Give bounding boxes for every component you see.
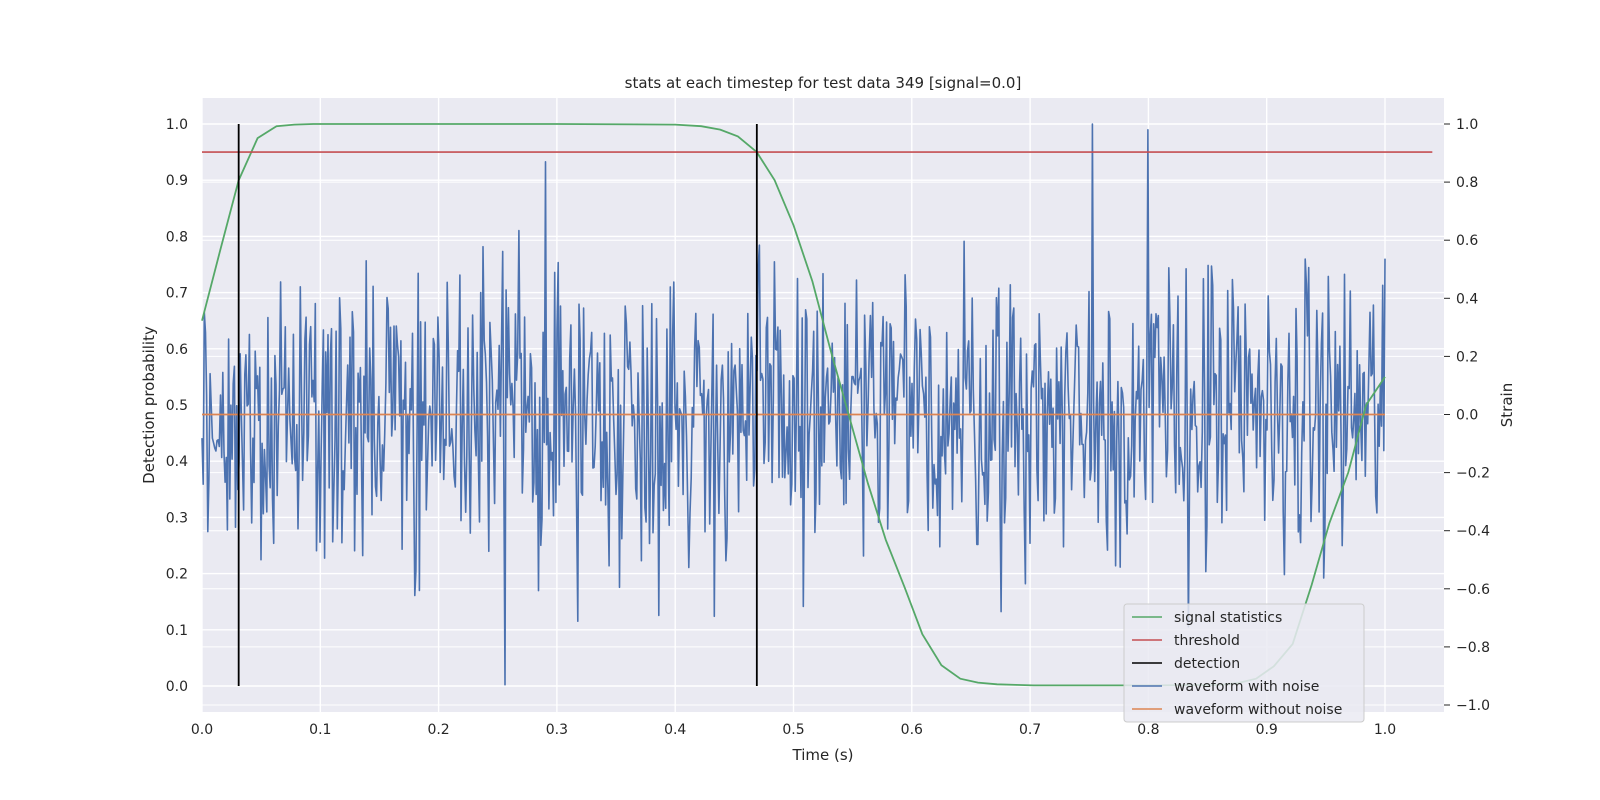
x-tick-label: 1.0 <box>1374 722 1396 738</box>
y2-tick-label: 0.2 <box>1456 349 1478 365</box>
legend-label-waveform-with-noise: waveform with noise <box>1174 679 1319 695</box>
y2-tick-label: −0.8 <box>1456 640 1490 656</box>
x-tick-label: 0.9 <box>1256 722 1278 738</box>
y2-tick-label: 1.0 <box>1456 117 1478 133</box>
y-axis-label: Detection probability <box>140 326 158 484</box>
y2-tick-label: −1.0 <box>1456 698 1490 714</box>
y-tick-label: 0.7 <box>166 286 188 302</box>
y2-tick-label: −0.4 <box>1456 524 1490 540</box>
legend-label-signal-statistics: signal statistics <box>1174 610 1282 626</box>
y2-tick-label: −0.2 <box>1456 466 1490 482</box>
x-tick-label: 0.5 <box>782 722 804 738</box>
y-tick-label: 0.4 <box>166 454 188 470</box>
legend-label-waveform-without-noise: waveform without noise <box>1174 702 1342 718</box>
y-tick-label: 0.2 <box>166 567 188 583</box>
series-waveform-with-noise <box>201 123 1386 686</box>
y-tick-label: 0.1 <box>166 623 188 639</box>
x-tick-label: 0.8 <box>1137 722 1159 738</box>
x-tick-label: 0.0 <box>191 722 213 738</box>
x-tick-label: 0.2 <box>427 722 449 738</box>
y-tick-label: 0.6 <box>166 342 188 358</box>
legend-label-detection: detection <box>1174 656 1240 672</box>
y2-tick-label: 0.4 <box>1456 291 1478 307</box>
y-tick-label: 0.8 <box>166 229 188 245</box>
x-tick-label: 0.7 <box>1019 722 1041 738</box>
y-tick-label: 1.0 <box>166 117 188 133</box>
y-tick-label: 0.5 <box>166 398 188 414</box>
y-tick-label: 0.3 <box>166 510 188 526</box>
y2-tick-label: 0.8 <box>1456 175 1478 191</box>
y-axis-ticks-left: 0.0 0.1 0.2 0.3 0.4 0.5 0.6 0.7 0.8 0.9 1.0 <box>166 117 188 695</box>
y2-tick-label: 0.6 <box>1456 233 1478 249</box>
y2-tick-label: −0.6 <box>1456 582 1490 598</box>
legend-label-threshold: threshold <box>1174 633 1240 649</box>
legend-box <box>1123 603 1365 723</box>
y-axis-ticks-right: −1.0 −0.8 −0.6 −0.4 −0.2 0.0 0.2 0.4 0.6 0.8 1.0 <box>1444 117 1490 714</box>
legend: signal statistics threshold detection wa… <box>1123 603 1365 723</box>
y2-tick-label: 0.0 <box>1456 408 1478 424</box>
chart-title: stats at each timestep for test data 349… <box>625 74 1022 92</box>
x-tick-label: 0.1 <box>309 722 331 738</box>
x-tick-label: 0.4 <box>664 722 686 738</box>
y-tick-label: 0.0 <box>166 679 188 695</box>
y-axis-label-right: Strain <box>1498 383 1516 427</box>
x-tick-label: 0.3 <box>546 722 568 738</box>
x-axis-label: Time (s) <box>792 746 854 764</box>
y-tick-label: 0.9 <box>166 173 188 189</box>
x-axis-ticks: 0.0 0.1 0.2 0.3 0.4 0.5 0.6 0.7 0.8 0.9 1.0 <box>191 722 1396 738</box>
x-tick-label: 0.6 <box>901 722 923 738</box>
